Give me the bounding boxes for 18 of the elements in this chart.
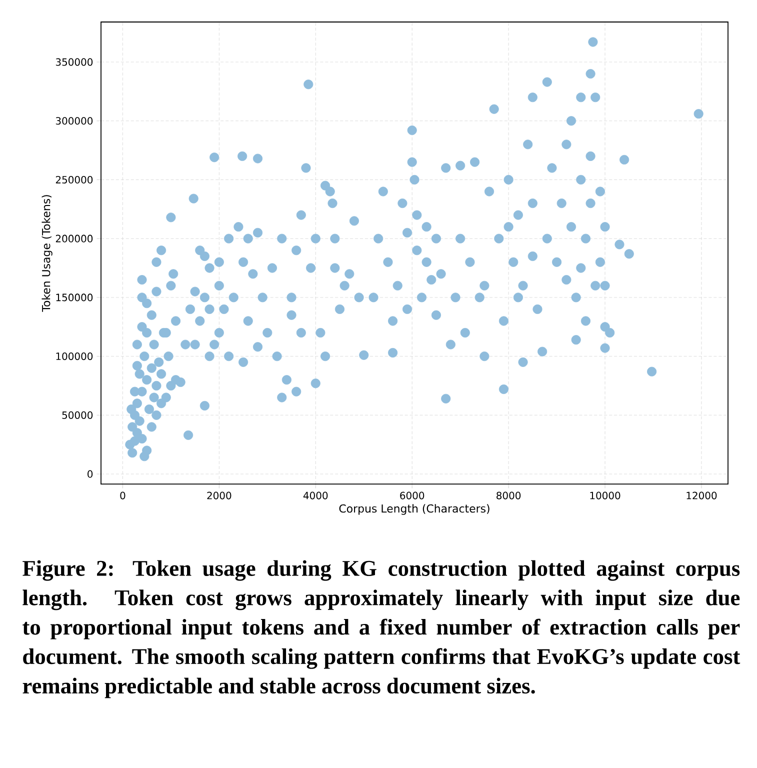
x-tick-label: 4000	[303, 492, 328, 500]
y-tick-label: 200000	[56, 234, 93, 242]
y-axis-title: Token Usage (Tokens)	[42, 195, 52, 312]
y-tick-label: 150000	[56, 294, 93, 302]
x-tick-label: 0	[120, 492, 126, 500]
x-tick-label: 8000	[496, 492, 521, 500]
x-tick-label: 2000	[207, 492, 232, 500]
y-tick-label: 350000	[56, 58, 93, 66]
x-tick-label: 12000	[686, 492, 717, 500]
caption: Figure 2: Token usage during KG construction plotted against corpus length. Token cost grows approximately linearly with input size due to proportional input tokens and a fixed number of extraction calls per document. The smooth scaling pattern confirms that EvoKG’s update cost remains predictable and stable across document sizes.	[22, 560, 740, 698]
y-tick-label: 0	[88, 470, 93, 478]
y-tick-label: 250000	[56, 176, 93, 184]
x-tick-label: 10000	[590, 492, 620, 500]
x-axis-title: Corpus Length (Characters)	[339, 504, 490, 515]
y-tick-label: 50000	[62, 411, 93, 419]
y-tick-label: 300000	[56, 117, 93, 125]
y-tick-label: 100000	[56, 352, 93, 360]
x-tick-label: 6000	[400, 492, 424, 500]
